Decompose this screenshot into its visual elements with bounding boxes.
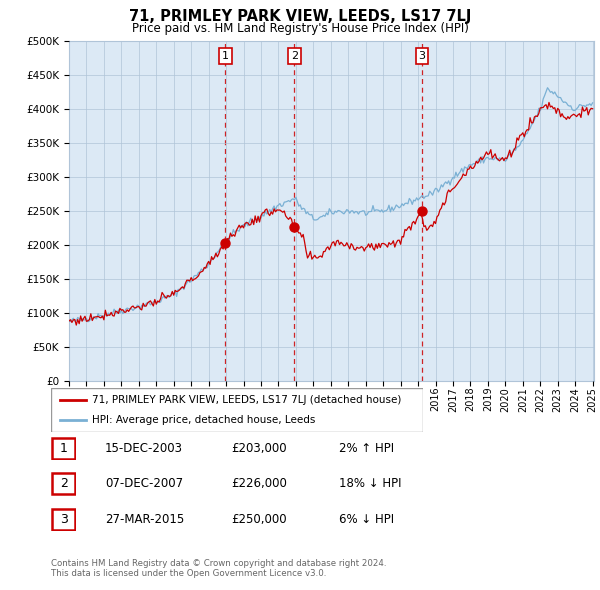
Text: £203,000: £203,000	[231, 442, 287, 455]
Text: Contains HM Land Registry data © Crown copyright and database right 2024.: Contains HM Land Registry data © Crown c…	[51, 559, 386, 568]
Text: 2: 2	[59, 477, 68, 490]
Text: 2: 2	[291, 51, 298, 61]
Text: 3: 3	[419, 51, 425, 61]
Text: 1: 1	[59, 442, 68, 455]
Text: £226,000: £226,000	[231, 477, 287, 490]
Text: 27-MAR-2015: 27-MAR-2015	[105, 513, 184, 526]
Text: HPI: Average price, detached house, Leeds: HPI: Average price, detached house, Leed…	[92, 415, 315, 425]
Text: 71, PRIMLEY PARK VIEW, LEEDS, LS17 7LJ: 71, PRIMLEY PARK VIEW, LEEDS, LS17 7LJ	[129, 9, 471, 24]
Text: 3: 3	[59, 513, 68, 526]
Text: 1: 1	[222, 51, 229, 61]
Text: 15-DEC-2003: 15-DEC-2003	[105, 442, 183, 455]
Text: This data is licensed under the Open Government Licence v3.0.: This data is licensed under the Open Gov…	[51, 569, 326, 578]
Text: £250,000: £250,000	[231, 513, 287, 526]
Text: Price paid vs. HM Land Registry's House Price Index (HPI): Price paid vs. HM Land Registry's House …	[131, 22, 469, 35]
Text: 18% ↓ HPI: 18% ↓ HPI	[339, 477, 401, 490]
Text: 07-DEC-2007: 07-DEC-2007	[105, 477, 183, 490]
Text: 6% ↓ HPI: 6% ↓ HPI	[339, 513, 394, 526]
Text: 71, PRIMLEY PARK VIEW, LEEDS, LS17 7LJ (detached house): 71, PRIMLEY PARK VIEW, LEEDS, LS17 7LJ (…	[92, 395, 401, 405]
Text: 2% ↑ HPI: 2% ↑ HPI	[339, 442, 394, 455]
